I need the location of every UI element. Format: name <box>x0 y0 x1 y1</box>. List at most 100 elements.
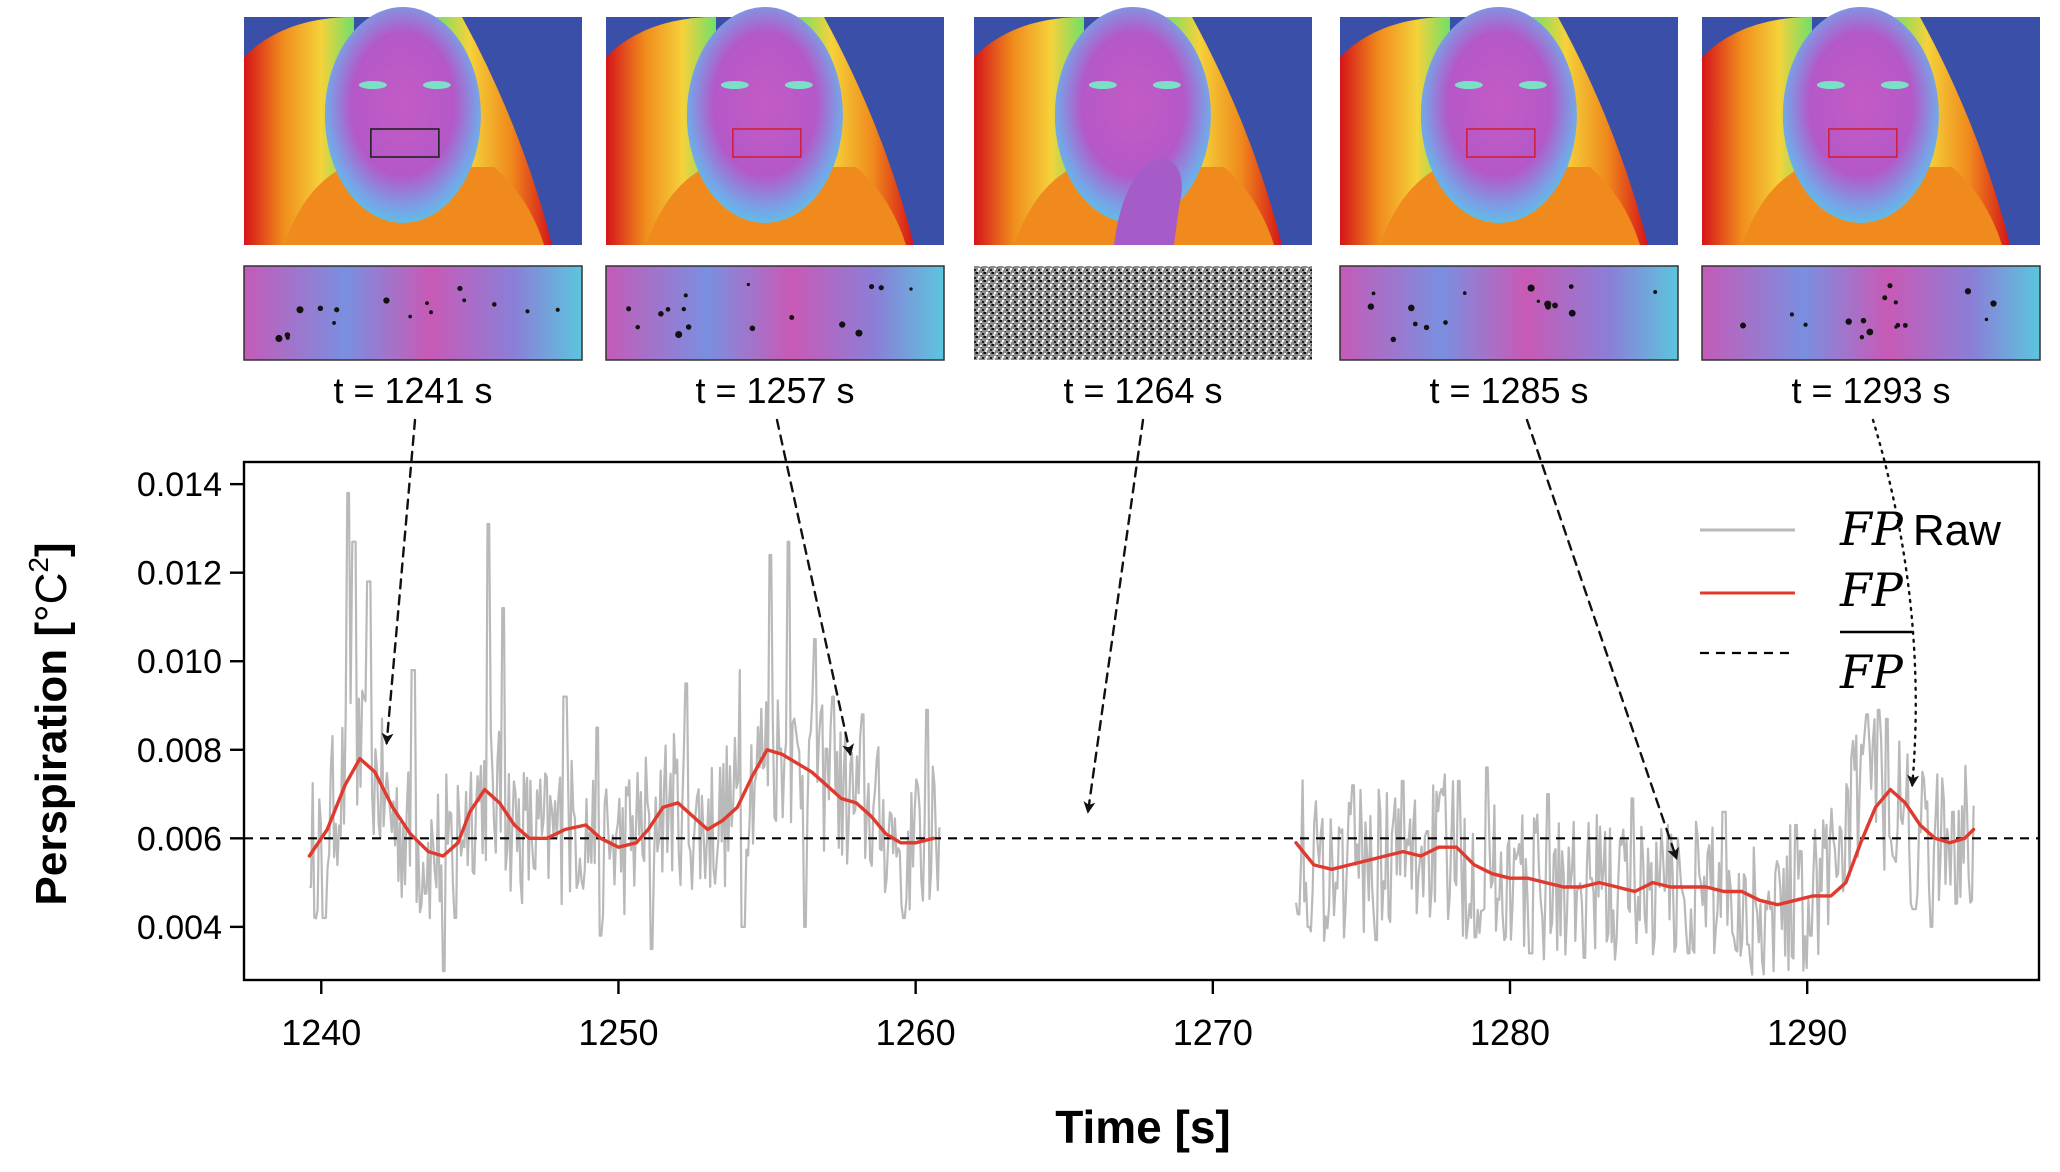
pore-dot <box>665 307 671 312</box>
pore-dot <box>1536 299 1541 303</box>
y-tick-label: 0.006 <box>137 820 222 858</box>
x-tick-label: 1250 <box>578 1012 658 1053</box>
x-axis-ticks: 1240 1250 1260 1270 1280 1290 <box>281 980 1847 1053</box>
pore-dot <box>1887 283 1893 289</box>
arrow-1241 <box>381 418 417 746</box>
pore-dot <box>658 311 664 317</box>
pore-dot <box>1408 304 1415 312</box>
raw-series-line <box>1294 708 1975 976</box>
pore-dot <box>878 285 884 291</box>
panel-time-label: t = 1264 s <box>1063 370 1222 411</box>
y-tick-label: 0.004 <box>137 909 222 947</box>
x-axis-label: Time [s] <box>1055 1101 1231 1153</box>
raw-series-line <box>309 491 941 973</box>
pore-dot <box>683 293 688 298</box>
pore-dot <box>1390 336 1397 343</box>
pore-dot <box>525 309 530 314</box>
pore-dot <box>681 306 686 312</box>
y-axis-ticks: 0.004 0.006 0.008 0.010 0.012 0.014 <box>137 466 244 947</box>
panel-time-label: t = 1293 s <box>1791 370 1950 411</box>
pore-dot <box>749 325 756 332</box>
legend-smooth-label: FP <box>1839 563 1904 617</box>
pore-dot <box>1882 295 1888 301</box>
x-tick-label: 1270 <box>1173 1012 1253 1053</box>
y-tick-label: 0.008 <box>137 732 222 770</box>
face <box>324 7 481 223</box>
panel-time-label: t = 1257 s <box>695 370 854 411</box>
y-tick-label: 0.010 <box>137 643 222 681</box>
pore-dot <box>296 306 304 314</box>
pore-dot <box>492 302 497 307</box>
roi-box <box>370 128 440 158</box>
pore-dot <box>408 314 412 319</box>
face <box>1782 7 1939 223</box>
thermal-panel-1293: t = 1293 s <box>1701 7 2041 411</box>
panel-time-label: t = 1285 s <box>1429 370 1588 411</box>
pore-dot <box>332 321 336 325</box>
pore-dot <box>1545 304 1551 310</box>
annotation-arrows <box>381 418 1920 861</box>
roi-strip-noise <box>974 266 1312 360</box>
pore-dot <box>839 321 846 328</box>
pore-dot <box>1552 302 1558 309</box>
roi-strip <box>1701 265 2041 361</box>
roi-box <box>1466 128 1536 158</box>
roi-box <box>732 128 802 158</box>
pore-dot <box>685 324 692 330</box>
x-tick-label: 1290 <box>1767 1012 1847 1053</box>
x-tick-label: 1240 <box>281 1012 361 1053</box>
plot-area: 1240 1250 1260 1270 1280 1290 0.004 0.006 0.008… <box>137 418 2041 1053</box>
pore-dot <box>285 335 290 340</box>
pore-dot <box>425 301 429 306</box>
legend-mean-label: FP <box>1839 645 1904 699</box>
pore-dot <box>1845 318 1852 325</box>
thermal-panel-1241: t = 1241 s <box>243 7 583 411</box>
pore-dot <box>1412 321 1418 327</box>
pore-dot <box>1462 291 1467 295</box>
eye-right <box>1518 81 1547 89</box>
raw-signal-layer <box>309 491 1975 976</box>
arrow-1293 <box>1871 418 1920 788</box>
pore-dot <box>1789 312 1794 317</box>
eye-right <box>1880 81 1909 89</box>
face <box>1420 7 1577 223</box>
eye-left <box>1088 81 1117 89</box>
thermal-panel-1264: t = 1264 s <box>974 7 1312 411</box>
pore-dot <box>1740 322 1747 329</box>
pore-dot <box>317 305 324 312</box>
pore-dot <box>675 330 683 339</box>
pore-dot <box>275 334 283 343</box>
smoothed-series-line <box>307 748 936 858</box>
pore-dot <box>746 282 751 287</box>
pore-dot <box>1859 334 1865 340</box>
pore-dot <box>909 287 913 291</box>
x-tick-label: 1260 <box>876 1012 956 1053</box>
roi-box <box>1828 128 1898 158</box>
pore-dot <box>1902 322 1908 328</box>
pore-dot <box>1860 317 1867 324</box>
pore-dot <box>555 307 560 312</box>
pore-dot <box>1803 322 1808 327</box>
smoothed-series-line <box>1294 787 1976 907</box>
pore-dot <box>1568 284 1574 289</box>
pore-dot <box>869 283 875 290</box>
x-tick-label: 1280 <box>1470 1012 1550 1053</box>
thermal-panels: t = 1241 s t = 1257 s t = 1264 s t = 1285 s… <box>243 7 2041 411</box>
pore-dot <box>789 314 795 320</box>
roi-strip <box>243 265 583 361</box>
eye-left <box>358 81 387 89</box>
thermal-panel-1285: t = 1285 s <box>1339 7 1679 411</box>
eye-right <box>422 81 451 89</box>
pore-dot <box>1568 309 1576 317</box>
pore-dot <box>383 297 390 304</box>
thermal-panel-1257: t = 1257 s <box>605 7 945 411</box>
pore-dot <box>334 307 340 313</box>
pore-dot <box>1423 324 1430 331</box>
panel-time-label: t = 1241 s <box>333 370 492 411</box>
pore-dot <box>1866 328 1874 336</box>
eye-left <box>1454 81 1483 89</box>
pore-dot <box>1990 300 1997 307</box>
pore-dot <box>1371 291 1376 296</box>
pore-dot <box>1527 284 1535 292</box>
